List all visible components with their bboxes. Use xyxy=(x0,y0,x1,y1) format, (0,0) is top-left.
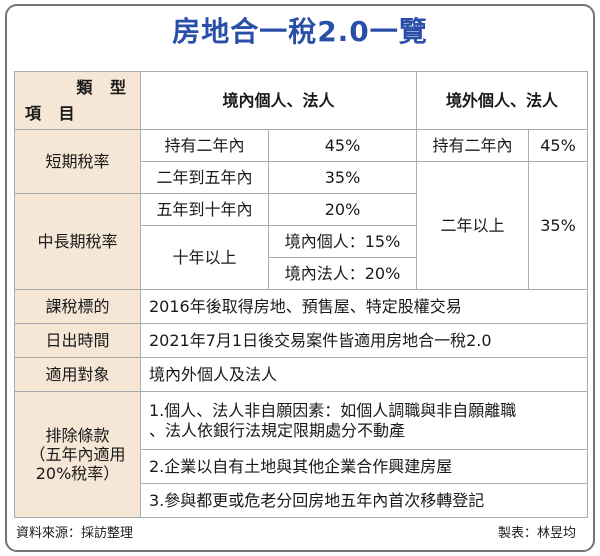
short-domestic-rate-1: 45% xyxy=(267,129,418,162)
long-domestic-rate-individual: 境內個人：15% xyxy=(267,225,418,258)
exclusion-row-1: 排除條款 （五年內適用 20%稅率） 1.個人、法人非自願因素：如個人調職與非自… xyxy=(14,391,589,518)
short-foreign-period: 持有二年內 xyxy=(416,129,530,162)
scope-row: 課稅標的 2016年後取得房地、預售屋、特定股權交易 xyxy=(14,289,589,324)
short-term-row-1: 短期稅率 持有二年內 45% 持有二年內 45% xyxy=(14,129,589,194)
corner-item-label: 項 目 xyxy=(25,103,81,123)
effective-label: 日出時間 xyxy=(14,323,141,358)
effective-value: 2021年7月1日後交易案件皆適用房地合一稅2.0 xyxy=(139,323,589,358)
short-term-label: 短期稅率 xyxy=(14,129,141,194)
long-domestic-rate-corporate: 境內法人：20% xyxy=(267,257,418,290)
short-domestic-period-1: 持有二年內 xyxy=(140,129,269,162)
long-domestic-period-2: 十年以上 xyxy=(140,225,269,290)
target-row: 適用對象 境內外個人及法人 xyxy=(14,357,589,392)
long-term-label: 中長期稅率 xyxy=(14,193,141,290)
scope-label: 課稅標的 xyxy=(14,289,141,324)
credit-note: 製表：林昱均 xyxy=(497,526,576,541)
long-foreign-period: 二年以上 xyxy=(416,161,530,290)
exclusion-label-line-2: （五年內適用 xyxy=(29,444,126,464)
scope-value: 2016年後取得房地、預售屋、特定股權交易 xyxy=(139,289,589,324)
target-label: 適用對象 xyxy=(14,357,141,392)
exclusion-label: 排除條款 （五年內適用 20%稅率） xyxy=(14,391,141,518)
exclusion-item-2: 2.企業以自有土地與其他企業合作興建房屋 xyxy=(139,449,589,484)
tax-table: 類 型 項 目 境內個人、法人 境外個人、法人 短期稅率 持有二年內 45% 持… xyxy=(14,71,589,518)
short-foreign-rate: 45% xyxy=(528,129,589,162)
long-term-row-3: 境內法人：20% xyxy=(15,257,588,290)
exclusion-label-line-1: 排除條款 xyxy=(45,425,110,445)
source-note: 資料來源：採訪整理 xyxy=(16,526,134,541)
exclusion-row-3: 3.參與都更或危老分回房地五年內首次移轉登記 xyxy=(15,483,589,518)
long-term-row-1: 中長期稅率 五年到十年內 20% xyxy=(14,193,588,290)
foreign-header: 境外個人、法人 xyxy=(416,71,589,130)
exclusion-item-1-line-2: 、法人依銀行法規定限期處分不動產 xyxy=(149,420,406,440)
domestic-header: 境內個人、法人 xyxy=(139,71,418,130)
long-foreign-rate: 35% xyxy=(528,161,589,290)
long-domestic-period-1: 五年到十年內 xyxy=(140,193,269,226)
short-domestic-rate-2: 35% xyxy=(267,161,418,194)
effective-row: 日出時間 2021年7月1日後交易案件皆適用房地合一稅2.0 xyxy=(14,323,589,358)
short-domestic-period-2: 二年到五年內 xyxy=(140,161,269,194)
corner-cell: 類 型 項 目 xyxy=(14,71,141,130)
header-row: 類 型 項 目 境內個人、法人 境外個人、法人 xyxy=(14,71,589,130)
exclusion-item-1-line-1: 1.個人、法人非自願因素：如個人調職與非自願離職 xyxy=(149,401,517,421)
exclusion-label-line-3: 20%稅率） xyxy=(35,464,120,484)
exclusion-item-3: 3.參與都更或危老分回房地五年內首次移轉登記 xyxy=(139,483,589,518)
long-term-row-2: 十年以上 境內個人：15% xyxy=(15,225,588,290)
page-title: 房地合一稅2.0一覽 xyxy=(172,15,428,48)
exclusion-item-1: 1.個人、法人非自願因素：如個人調職與非自願離職 、法人依銀行法規定限期處分不動… xyxy=(139,391,589,450)
target-value: 境內外個人及法人 xyxy=(139,357,589,392)
corner-type-label: 類 型 xyxy=(76,78,132,97)
long-domestic-rate-1: 20% xyxy=(267,193,418,226)
